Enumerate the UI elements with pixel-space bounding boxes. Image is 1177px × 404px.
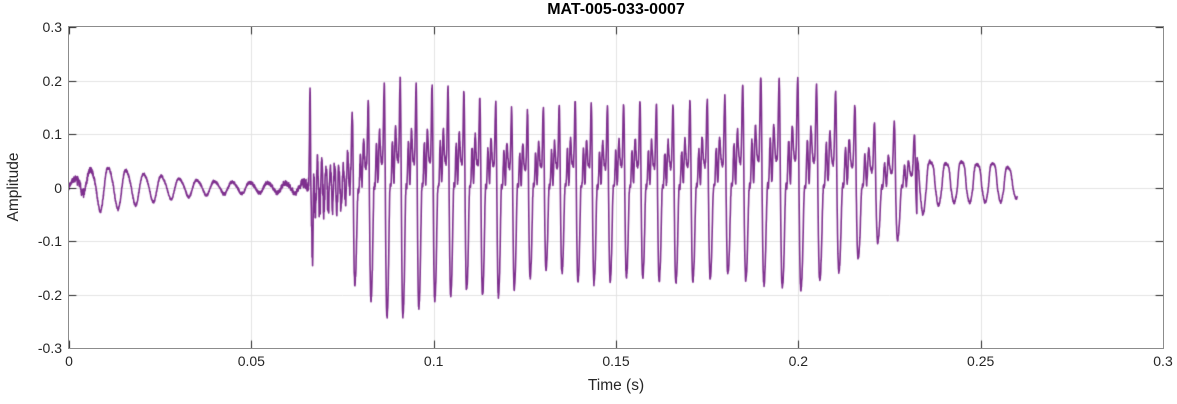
y-tick-label: -0.2 [37, 286, 62, 303]
y-tick-label: 0.2 [42, 72, 62, 89]
x-tick-label: 0.25 [967, 353, 995, 369]
x-tick-label: 0.2 [788, 353, 809, 369]
y-tick-label: 0.1 [42, 126, 62, 142]
x-axis-label: Time (s) [587, 377, 645, 394]
waveform-canvas [69, 27, 1163, 348]
y-tick-label: 0 [54, 179, 62, 196]
x-tick-label: 0.05 [237, 353, 265, 369]
x-tick-label: 0 [65, 353, 73, 369]
y-tick-label: -0.3 [37, 340, 62, 356]
y-tick-label: 0.3 [42, 19, 62, 35]
x-tick-label: 0.1 [423, 353, 444, 369]
x-tick-label: 0.3 [1153, 353, 1173, 369]
plot-area [68, 26, 1164, 349]
y-tick-label: -0.1 [37, 233, 62, 249]
chart-title: MAT-005-033-0007 [547, 1, 685, 18]
x-tick-label: 0.15 [602, 353, 630, 369]
